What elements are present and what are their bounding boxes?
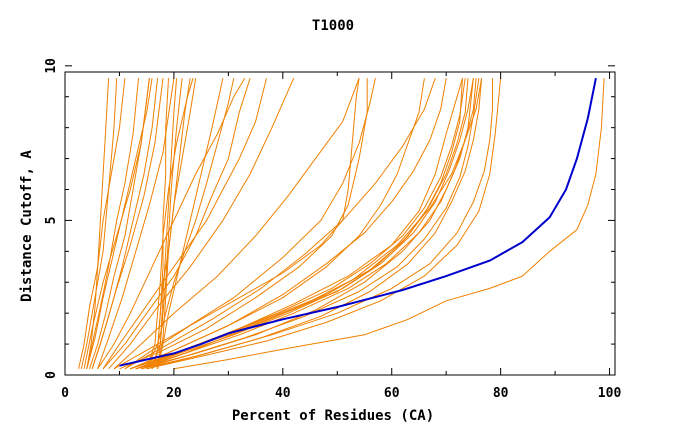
series-line-21 (97, 77, 246, 370)
series-line-17 (146, 78, 235, 370)
series-line-7 (83, 78, 150, 369)
series-line-25 (119, 78, 368, 370)
highlight-layer (119, 78, 597, 367)
series-line-37 (146, 78, 493, 370)
x-tick-label: 40 (275, 386, 291, 401)
series-line-28 (135, 78, 463, 370)
series-layer (78, 77, 605, 370)
series-line-3 (86, 78, 139, 369)
x-tick-label: 0 (61, 386, 69, 401)
y-tick-label: 0 (44, 371, 59, 379)
series-line-24 (124, 78, 360, 370)
x-tick-label: 100 (598, 386, 622, 401)
series-line-10 (86, 78, 110, 369)
series-line-27 (130, 78, 425, 370)
y-axis-label: Distance Cutoff, A (19, 150, 35, 302)
series-line-2 (78, 78, 126, 369)
series-line-41 (130, 78, 447, 370)
series-line-19 (102, 78, 267, 370)
series-line-16 (157, 78, 224, 369)
series-line-9 (97, 78, 175, 369)
series-line-40 (146, 78, 502, 370)
x-axis-label: Percent of Residues (CA) (232, 408, 434, 424)
series-line-26 (113, 78, 376, 370)
series-line-35 (141, 78, 483, 370)
y-tick-label: 5 (44, 216, 59, 224)
series-line-36 (141, 78, 474, 370)
series-line-22 (108, 77, 295, 370)
series-line-39 (173, 78, 605, 370)
series-line-6 (91, 78, 159, 369)
series-line-23 (113, 78, 360, 370)
highlight-series-line (119, 78, 597, 367)
x-tick-label: 60 (384, 386, 400, 401)
plot-frame (64, 71, 616, 376)
series-line-1 (80, 78, 118, 369)
ticks-layer: 0 20 40 60 80 100 0 5 10 (44, 58, 621, 401)
series-line-31 (130, 78, 466, 370)
chart-title: T1000 (312, 18, 354, 34)
series-line-4 (89, 78, 150, 369)
series-line-14 (146, 78, 194, 369)
series-line-38 (135, 78, 483, 370)
y-tick-label: 10 (44, 58, 59, 74)
x-tick-label: 80 (493, 386, 509, 401)
series-line-15 (157, 78, 178, 369)
series-line-42 (124, 78, 436, 370)
x-tick-label: 20 (166, 386, 182, 401)
series-line-8 (91, 78, 164, 369)
series-line-18 (157, 78, 191, 369)
series-line-30 (135, 78, 474, 370)
series-line-20 (102, 78, 251, 370)
